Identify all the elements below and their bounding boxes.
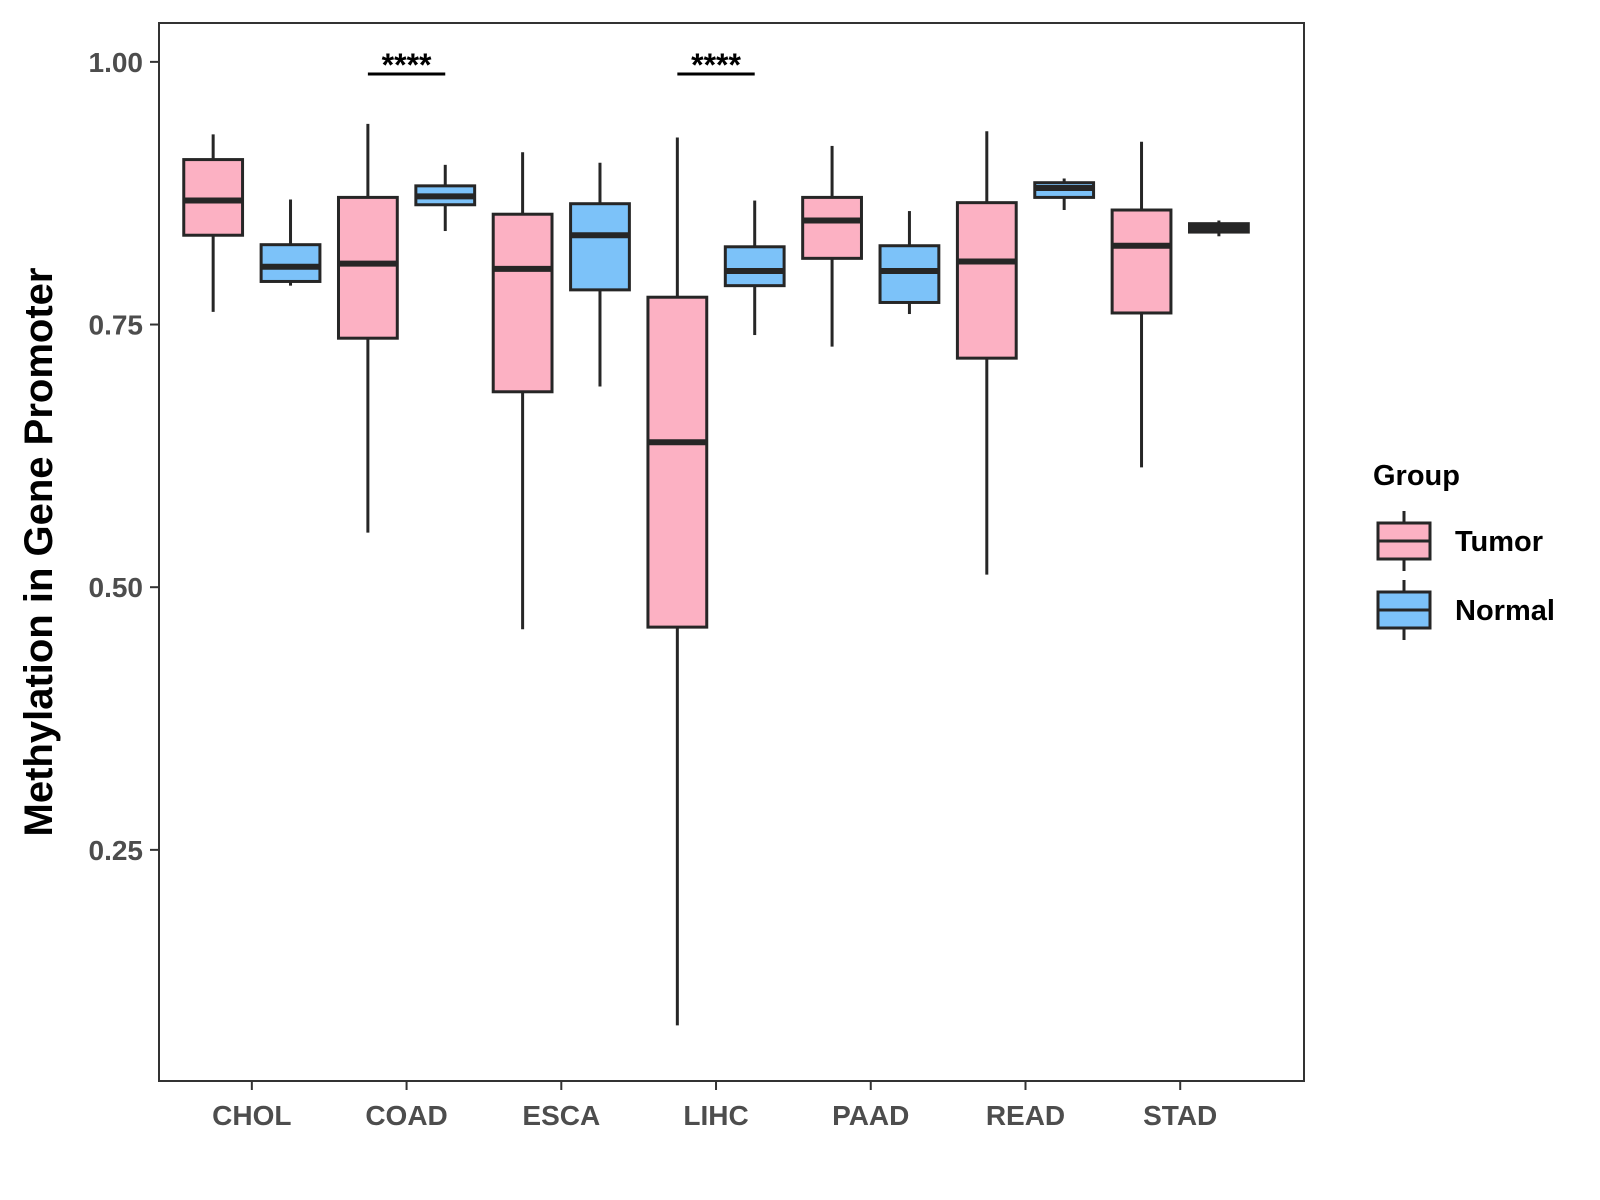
x-tick-label: READ xyxy=(986,1100,1065,1131)
x-axis: CHOL COAD ESCA LIHC PAAD READ STAD xyxy=(212,1081,1217,1131)
box-tumor-chol xyxy=(182,134,245,312)
plot-panel-border xyxy=(158,22,1305,1082)
box-tumor-lihc xyxy=(646,137,709,1026)
y-tick-label: 0.25 xyxy=(89,835,144,866)
box-iqr xyxy=(336,195,399,340)
series-tumor xyxy=(182,123,1173,1026)
legend: Group Tumor Normal xyxy=(1373,460,1555,640)
box-iqr xyxy=(182,158,245,237)
box-iqr xyxy=(491,212,554,394)
box-normal-coad xyxy=(414,164,477,232)
x-tick-label: CHOL xyxy=(212,1100,291,1131)
box-normal-read xyxy=(1033,178,1096,211)
y-axis: 0.25 0.50 0.75 1.00 xyxy=(89,47,159,866)
box-tumor-esca xyxy=(491,152,554,630)
box-series xyxy=(182,123,1250,1026)
x-tick-label: STAD xyxy=(1143,1100,1217,1131)
box-normal-lihc xyxy=(723,200,786,336)
legend-label-normal: Normal xyxy=(1455,595,1555,627)
box-iqr xyxy=(723,245,786,288)
box-tumor-read xyxy=(955,131,1018,575)
y-tick-label: 0.75 xyxy=(89,310,144,341)
box-iqr xyxy=(569,202,631,292)
legend-key-tumor xyxy=(1376,511,1432,571)
box-iqr xyxy=(646,295,709,629)
y-tick-label: 0.50 xyxy=(89,572,144,603)
box-iqr xyxy=(878,244,941,304)
box-normal-stad xyxy=(1188,220,1250,237)
series-normal xyxy=(259,162,1250,387)
box-iqr xyxy=(801,195,863,260)
box-iqr xyxy=(1110,208,1173,315)
box-iqr xyxy=(259,243,322,283)
significance-annotations: **** **** xyxy=(367,47,755,83)
box-tumor-paad xyxy=(801,145,863,347)
legend-label-tumor: Tumor xyxy=(1455,526,1543,558)
significance-label: **** xyxy=(382,47,432,83)
box-tumor-stad xyxy=(1110,141,1173,468)
box-normal-chol xyxy=(259,199,322,286)
legend-title: Group xyxy=(1373,460,1460,492)
significance-label: **** xyxy=(691,47,741,83)
box-normal-paad xyxy=(878,211,941,315)
legend-key-normal xyxy=(1376,580,1432,640)
x-tick-label: ESCA xyxy=(522,1100,600,1131)
box-iqr xyxy=(955,201,1018,360)
y-axis-title: Methylation in Gene Promoter xyxy=(17,268,61,837)
box-tumor-coad xyxy=(336,123,399,533)
box-normal-esca xyxy=(569,162,631,387)
x-tick-label: PAAD xyxy=(832,1100,909,1131)
x-tick-label: LIHC xyxy=(683,1100,748,1131)
x-tick-label: COAD xyxy=(365,1100,447,1131)
y-tick-label: 1.00 xyxy=(89,47,144,78)
